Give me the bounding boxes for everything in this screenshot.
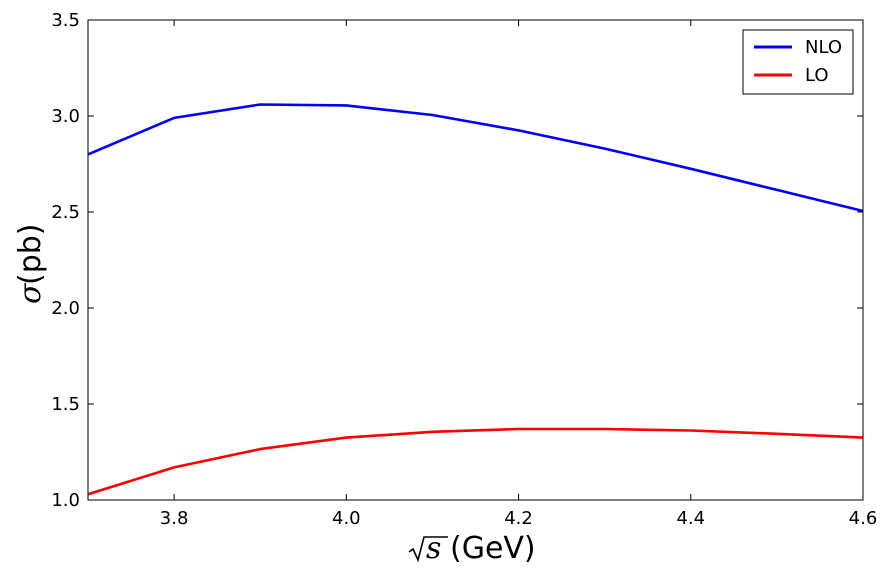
y-tick-label: 3.5 [51, 10, 80, 31]
y-tick-label: 3.0 [51, 106, 80, 127]
x-tick-label: 3.8 [160, 508, 189, 529]
sqrt-symbol [408, 536, 448, 563]
x-axis-label: s (GeV) [408, 531, 536, 566]
legend-box [742, 29, 854, 95]
x-tick-label: 4.6 [849, 508, 878, 529]
x-axis-label-text: (GeV) [450, 531, 536, 566]
x-tick-label: 4.2 [504, 508, 533, 529]
legend-label-nlo: NLO [805, 37, 842, 58]
x-axis-label-math: s [426, 531, 441, 566]
y-tick-label: 2.0 [51, 298, 80, 319]
series-line-nlo [87, 103, 864, 213]
axis-ticks [88, 19, 864, 501]
x-tick-label: 4.0 [332, 508, 361, 529]
y-axis-label-text: (pb) [13, 224, 48, 286]
series-line-lo [87, 427, 864, 496]
axis-tick-labels: 3.8 4.0 4.2 4.4 4.6 1.0 1.5 2.0 2.5 3.0 3.5 [51, 10, 877, 529]
legend: NLO LO [742, 29, 854, 95]
y-tick-label: 2.5 [51, 202, 80, 223]
series-lines [87, 103, 864, 496]
y-tick-label: 1.0 [51, 490, 80, 511]
y-tick-label: 1.5 [51, 394, 80, 415]
plot-background [88, 20, 863, 500]
legend-label-lo: LO [805, 65, 829, 86]
y-axis-label: σ (pb) [13, 224, 48, 305]
y-axis-label-math: σ [13, 282, 48, 304]
plot-frame [87, 19, 864, 501]
x-tick-label: 4.4 [676, 508, 705, 529]
